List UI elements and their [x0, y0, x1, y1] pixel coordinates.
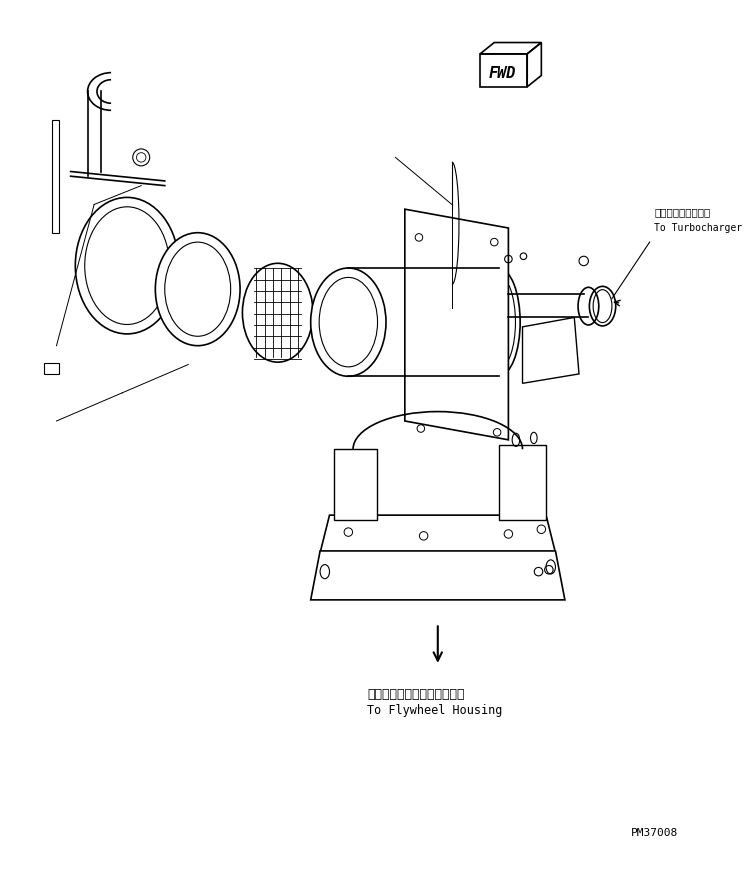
Bar [44, 363, 59, 374]
Polygon shape [523, 317, 579, 384]
Polygon shape [334, 449, 376, 520]
Ellipse shape [242, 263, 313, 362]
Polygon shape [499, 445, 546, 520]
Polygon shape [405, 209, 508, 440]
Text: FWD: FWD [489, 66, 517, 81]
Ellipse shape [310, 268, 386, 377]
Ellipse shape [155, 232, 240, 346]
Ellipse shape [75, 198, 179, 334]
Text: To Turbocharger: To Turbocharger [654, 223, 742, 233]
Text: To Flywheel Housing: To Flywheel Housing [368, 704, 502, 718]
Bar [52, 120, 59, 232]
Text: フライホイールハウジングヘ: フライホイールハウジングヘ [368, 688, 465, 701]
Ellipse shape [478, 268, 520, 376]
Ellipse shape [578, 288, 598, 325]
Text: ターボチャージャヘ: ターボチャージャヘ [654, 207, 710, 217]
Polygon shape [310, 551, 565, 600]
Text: PM37008: PM37008 [631, 829, 678, 838]
Polygon shape [320, 515, 556, 552]
